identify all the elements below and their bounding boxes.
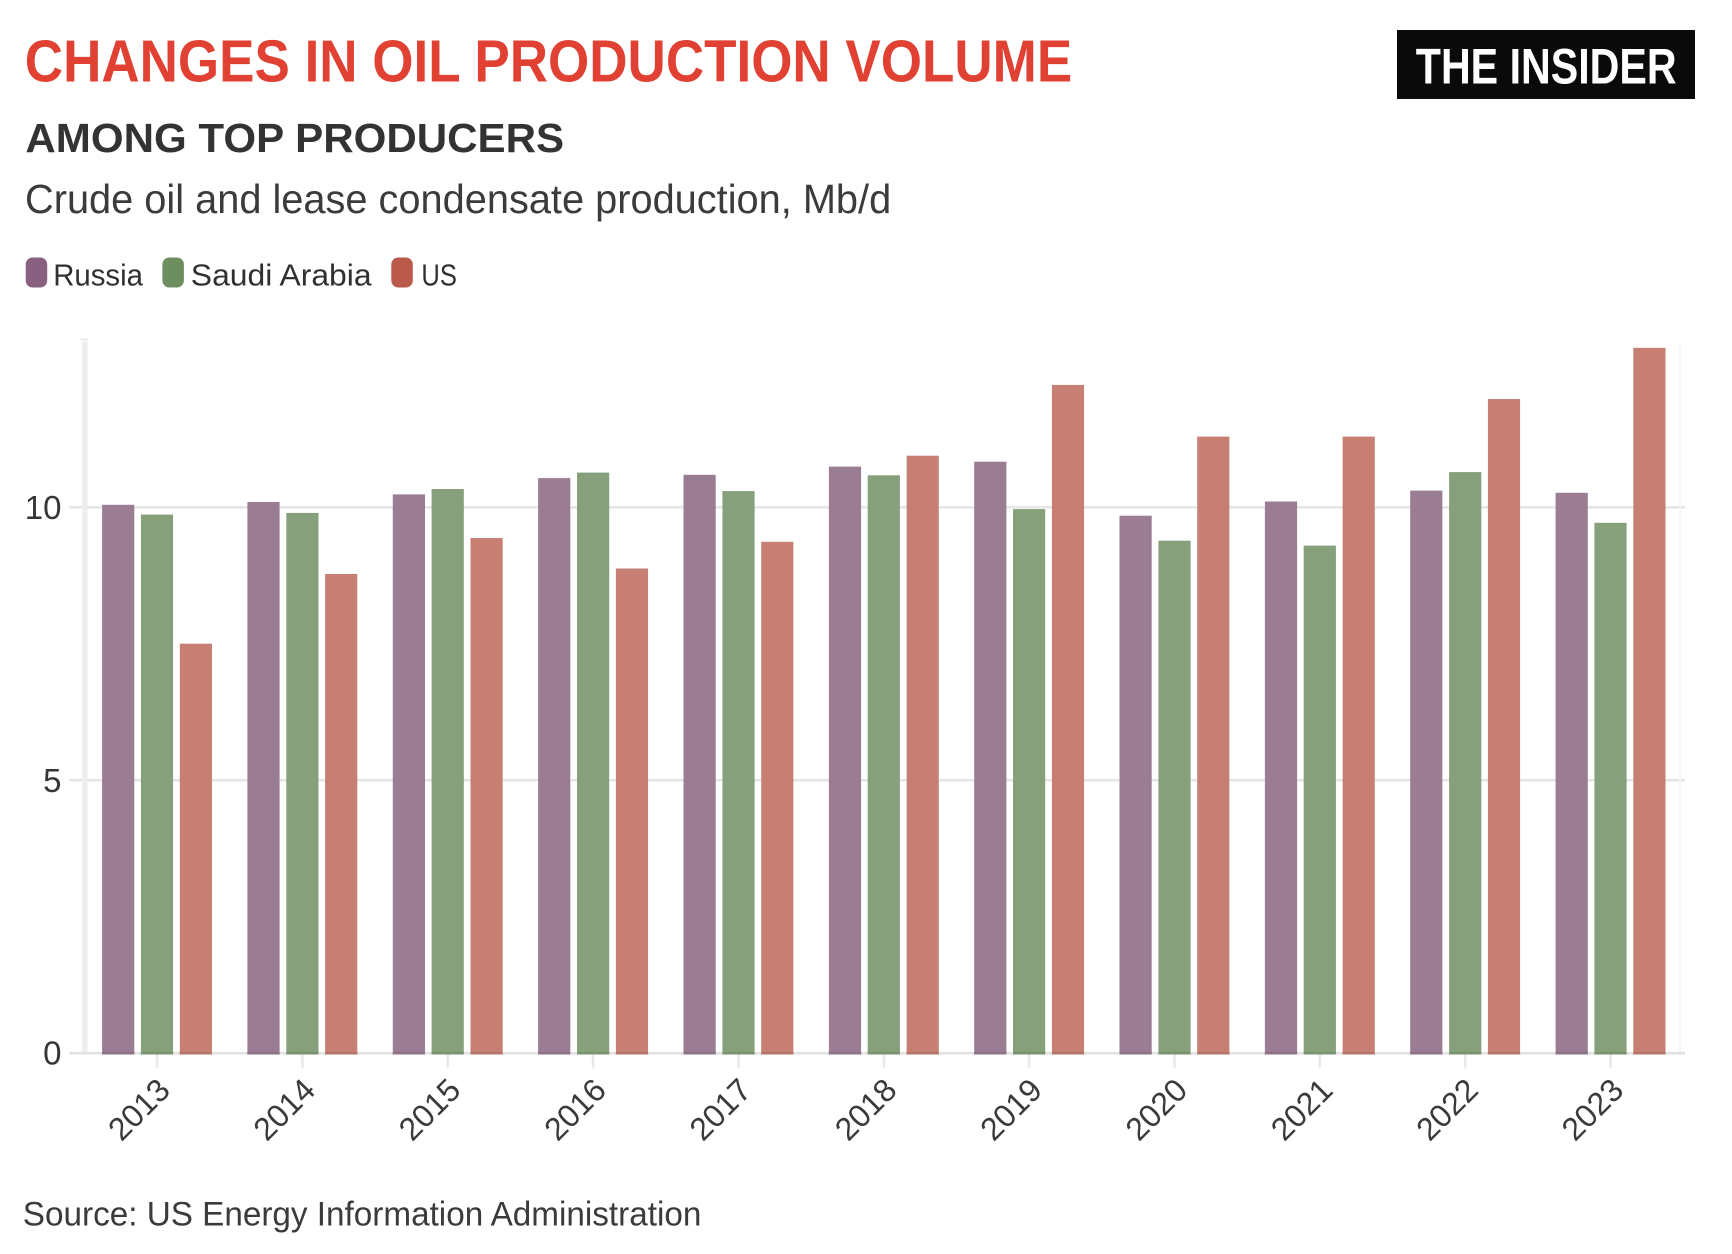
svg-text:Russia: Russia <box>53 259 143 293</box>
svg-text:Source: US Energy Information: Source: US Energy Information Administra… <box>23 1196 702 1233</box>
svg-text:Crude oil and lease condensate: Crude oil and lease condensate productio… <box>25 177 891 223</box>
svg-text:US: US <box>421 258 457 293</box>
svg-text:10: 10 <box>25 489 62 526</box>
svg-text:Saudi Arabia: Saudi Arabia <box>191 258 372 292</box>
svg-text:THE INSIDER: THE INSIDER <box>1416 38 1677 95</box>
svg-text:5: 5 <box>43 762 61 799</box>
svg-text:AMONG TOP PRODUCERS: AMONG TOP PRODUCERS <box>25 114 564 160</box>
svg-text:0: 0 <box>43 1034 61 1071</box>
svg-text:CHANGES IN OIL PRODUCTION VOLU: CHANGES IN OIL PRODUCTION VOLUME <box>25 28 1072 94</box>
